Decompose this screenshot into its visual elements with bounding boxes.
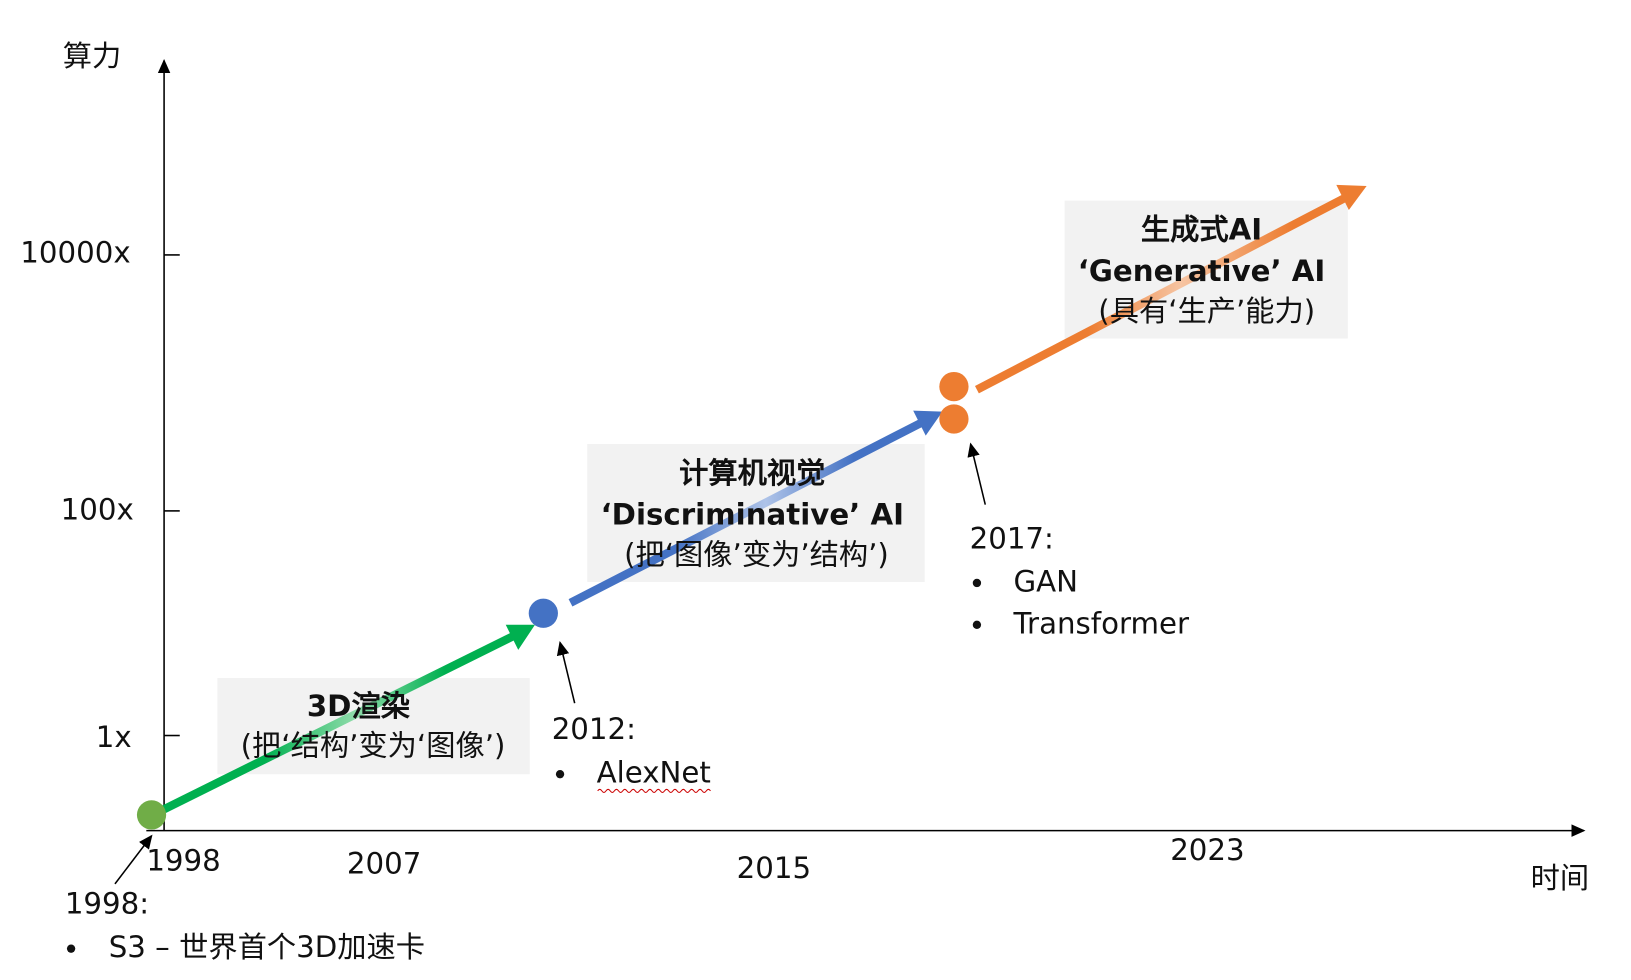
y-tick-label: 10000x <box>20 235 130 269</box>
milestone-dot <box>528 598 558 628</box>
arrow-head <box>1336 184 1367 210</box>
milestone-year: 2012: <box>552 712 636 746</box>
x-tick-label: 1998 <box>146 843 220 877</box>
phase-title: ‘Generative’ AI <box>1078 254 1326 288</box>
phase-title: 3D渲染 <box>307 689 411 723</box>
phase-subtitle: (把‘图像’变为’结构’) <box>624 537 889 571</box>
phase-subtitle: (具有‘生产’能力) <box>1098 294 1315 328</box>
phase-box <box>587 444 925 582</box>
phase-title: 生成式AI <box>1141 212 1262 246</box>
trend-arrow <box>974 192 1350 394</box>
milestone-item: AlexNet <box>597 756 711 790</box>
milestone-dot <box>136 800 167 830</box>
x-label: 时间 <box>1531 861 1590 895</box>
milestone-dot <box>939 404 969 434</box>
x-tick-label: 2023 <box>1170 833 1244 867</box>
y-tick-label: 100x <box>61 492 134 526</box>
milestone-item: Transformer <box>1012 606 1189 640</box>
pointer <box>114 834 153 885</box>
bullet <box>555 770 565 779</box>
y-label: 算力 <box>63 39 122 73</box>
spell-underline <box>597 788 711 793</box>
x-tick-label: 2007 <box>347 847 421 881</box>
x-tick-label: 2015 <box>737 851 811 885</box>
bullet <box>972 620 982 629</box>
pointer <box>556 641 576 704</box>
bullet <box>66 944 76 953</box>
arrow-head <box>505 624 535 650</box>
milestone-item: GAN <box>1013 564 1078 598</box>
phase-subtitle: (把‘结构’变为‘图像’) <box>241 729 506 763</box>
trend-arrow <box>154 630 520 817</box>
arrow-head <box>913 410 943 436</box>
phase-title: 计算机视觉 <box>679 456 825 490</box>
y-tick-label: 1x <box>96 720 132 754</box>
milestone-dot <box>939 371 969 402</box>
milestone-item: S3 – 世界首个3D加速卡 <box>109 930 425 964</box>
milestone-year: 1998: <box>65 886 149 920</box>
bullet <box>972 578 982 588</box>
milestone-year: 2017: <box>970 522 1054 556</box>
trend-arrow <box>568 417 927 607</box>
pointer <box>967 442 987 505</box>
phase-title: ‘Discriminative’ AI <box>601 498 904 532</box>
